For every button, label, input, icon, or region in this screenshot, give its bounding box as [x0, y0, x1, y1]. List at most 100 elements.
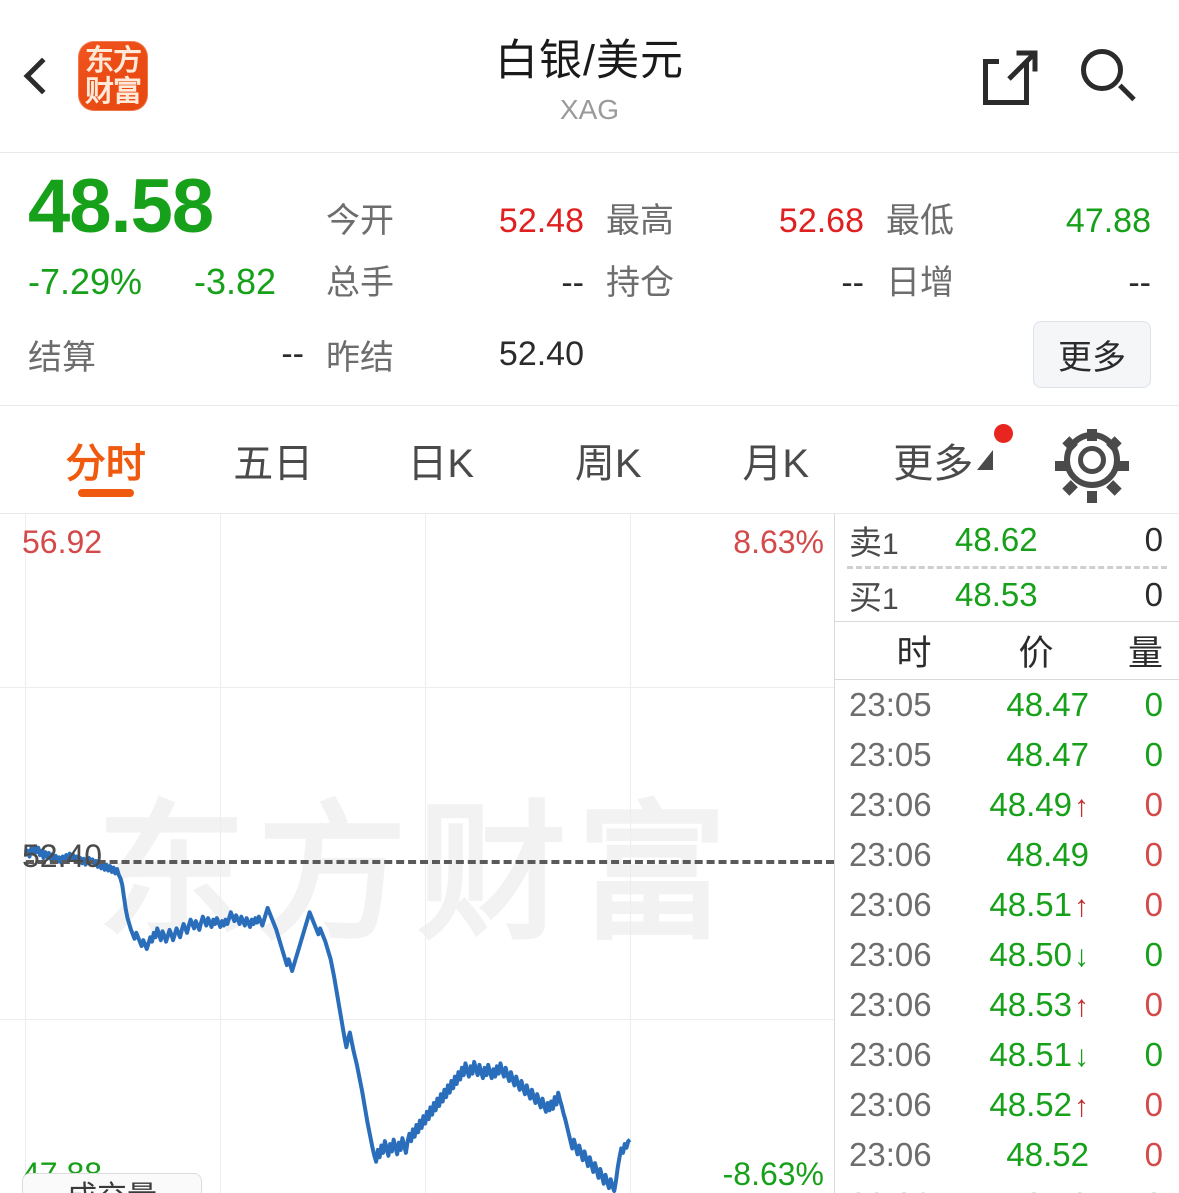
- arrow-down-icon: ↓: [1074, 940, 1089, 973]
- chart-gridline-h: [0, 1019, 834, 1020]
- price-line: [24, 844, 632, 1193]
- tick-price-value: 48.49: [1006, 836, 1089, 873]
- tick-header-volume: 量: [1127, 634, 1163, 673]
- open-interest-label: 持仓: [606, 264, 674, 302]
- chevron-down-icon: [977, 449, 994, 470]
- tab-intraday[interactable]: 分时: [22, 406, 190, 513]
- tick-price: 48.47: [987, 736, 1093, 774]
- daily-increase-value: --: [1128, 264, 1151, 302]
- bid-row[interactable]: 买1 48.53 0: [835, 569, 1179, 621]
- tick-volume: 0: [1144, 786, 1163, 823]
- tick-time: 23:05: [849, 736, 932, 773]
- settlement-label: 结算: [28, 338, 96, 377]
- tick-volume: 0: [1093, 1186, 1163, 1193]
- bid-ask-box: 卖1 48.62 0 买1 48.53 0: [835, 514, 1179, 622]
- tick-time: 23:06: [849, 1186, 987, 1193]
- tick-price: 48.52: [987, 1136, 1093, 1174]
- arrow-up-icon: ↑: [1074, 890, 1089, 923]
- arrow-up-icon: ↑: [1074, 1090, 1089, 1123]
- tab-five-day-label: 五日: [233, 441, 314, 486]
- notification-dot: [994, 424, 1013, 443]
- settlement-value: --: [281, 334, 304, 373]
- high-label: 最高: [606, 202, 674, 240]
- tick-row[interactable]: 23:05 48.47 0: [835, 730, 1179, 780]
- tick-header-price: 价: [1018, 634, 1054, 673]
- tick-header-time: 时: [896, 634, 932, 673]
- share-external-icon[interactable]: [983, 47, 1041, 105]
- tab-more-label: 更多: [893, 441, 974, 486]
- eastmoney-logo[interactable]: 东方 财富: [78, 41, 148, 111]
- search-icon[interactable]: [1079, 47, 1137, 105]
- ask-label: 卖1: [849, 516, 945, 564]
- tick-volume: 0: [1144, 1136, 1163, 1173]
- open-value: 52.48: [498, 202, 584, 240]
- quote-row-primary: 48.58 今开 52.48 最高 52.68 最低 47.88: [28, 163, 1151, 255]
- quote-row-tertiary: 结算 -- 昨结 52.40 更多: [28, 319, 1151, 389]
- tick-row[interactable]: 23:06 48.51↑ 0: [835, 880, 1179, 930]
- more-quote-button[interactable]: 更多: [1033, 320, 1151, 388]
- chart-watermark: 东方财富: [96, 789, 738, 957]
- tick-price: 48.53↑: [987, 986, 1093, 1024]
- tick-row[interactable]: 23:06 48.50↓ 0: [835, 930, 1179, 980]
- tick-time: 23:06: [849, 1136, 932, 1173]
- tab-weekly-k[interactable]: 周K: [525, 406, 693, 513]
- tick-price-value: 48.51: [989, 886, 1072, 923]
- tab-five-day[interactable]: 五日: [190, 406, 358, 513]
- quote-panel: 48.58 今开 52.48 最高 52.68 最低 47.88 -7.29% …: [0, 153, 1179, 406]
- tick-price: 48.52: [987, 1186, 1093, 1193]
- ask-level: 1: [882, 528, 899, 561]
- bid-label: 买1: [849, 571, 945, 619]
- header-actions: [983, 47, 1179, 105]
- reference-price-label: 52.40: [22, 837, 103, 874]
- tick-row[interactable]: 23:05 48.47 0: [835, 680, 1179, 730]
- tick-volume: 0: [1144, 936, 1163, 973]
- intraday-chart[interactable]: 东方财富 52.40 56.92 8.63% 47.88 -8.63% 成交量: [0, 514, 835, 1193]
- tick-row[interactable]: 23:06 48.51↓ 0: [835, 1030, 1179, 1080]
- tab-intraday-label: 分时: [65, 441, 146, 486]
- tick-time: 23:06: [849, 936, 932, 973]
- arrow-down-icon: ↓: [1074, 1040, 1089, 1073]
- tick-price-value: 48.49: [989, 786, 1072, 823]
- tab-daily-k-label: 日K: [407, 441, 475, 486]
- tick-row[interactable]: 23:06 48.52 0: [835, 1130, 1179, 1180]
- tick-price: 48.51↓: [987, 1036, 1093, 1074]
- chart-gridline-v: [220, 514, 221, 1193]
- chart-settings-button[interactable]: [1027, 406, 1157, 513]
- share-arrow-glyph: [1007, 50, 1038, 81]
- back-button[interactable]: [0, 0, 74, 152]
- tick-volume: 0: [1144, 686, 1163, 723]
- tick-price: 48.52↑: [987, 1086, 1093, 1124]
- open-interest-value: --: [841, 264, 864, 302]
- ask-row[interactable]: 卖1 48.62 0: [835, 514, 1179, 566]
- tick-time: 23:06: [849, 986, 932, 1023]
- volume-indicator-chip[interactable]: 成交量: [22, 1173, 202, 1193]
- chart-pct-min-label: -8.63%: [722, 1156, 824, 1192]
- tick-row[interactable]: 23:06 48.49 0: [835, 830, 1179, 880]
- tab-monthly-k[interactable]: 月K: [692, 406, 860, 513]
- logo-line-2: 财富: [84, 74, 142, 108]
- tab-weekly-k-label: 周K: [574, 441, 642, 486]
- tab-more[interactable]: 更多: [860, 406, 1028, 513]
- tick-price: 48.47: [987, 686, 1093, 724]
- bid-level: 1: [882, 583, 899, 616]
- tick-row[interactable]: 23:06 48.49↑ 0: [835, 780, 1179, 830]
- daily-increase-label: 日增: [886, 264, 954, 302]
- tick-row[interactable]: 23:06 48.53↑ 0: [835, 980, 1179, 1030]
- page-title: 白银/美元: [495, 37, 684, 85]
- bid-label-text: 买: [849, 579, 882, 616]
- tick-price-value: 48.47: [1006, 686, 1089, 723]
- logo-line-1: 东方: [84, 43, 142, 77]
- volume-value: --: [561, 264, 584, 302]
- tab-monthly-k-label: 月K: [742, 441, 810, 486]
- high-value: 52.68: [778, 202, 864, 240]
- tab-daily-k[interactable]: 日K: [357, 406, 525, 513]
- tick-price-value: 48.51: [989, 1036, 1072, 1073]
- tick-time: 23:05: [849, 686, 932, 723]
- tick-price: 48.49: [987, 836, 1093, 874]
- tick-table-header: 时 价 量: [835, 622, 1179, 680]
- tick-table-body[interactable]: 23:05 48.47 0 23:05 48.47 0 23:06 48.49↑ 0 23:06 4…: [835, 680, 1179, 1193]
- open-label: 今开: [326, 202, 394, 240]
- last-price: 48.58: [28, 164, 214, 249]
- tick-row[interactable]: 23:06 48.52 0: [835, 1180, 1179, 1193]
- tick-row[interactable]: 23:06 48.52↑ 0: [835, 1080, 1179, 1130]
